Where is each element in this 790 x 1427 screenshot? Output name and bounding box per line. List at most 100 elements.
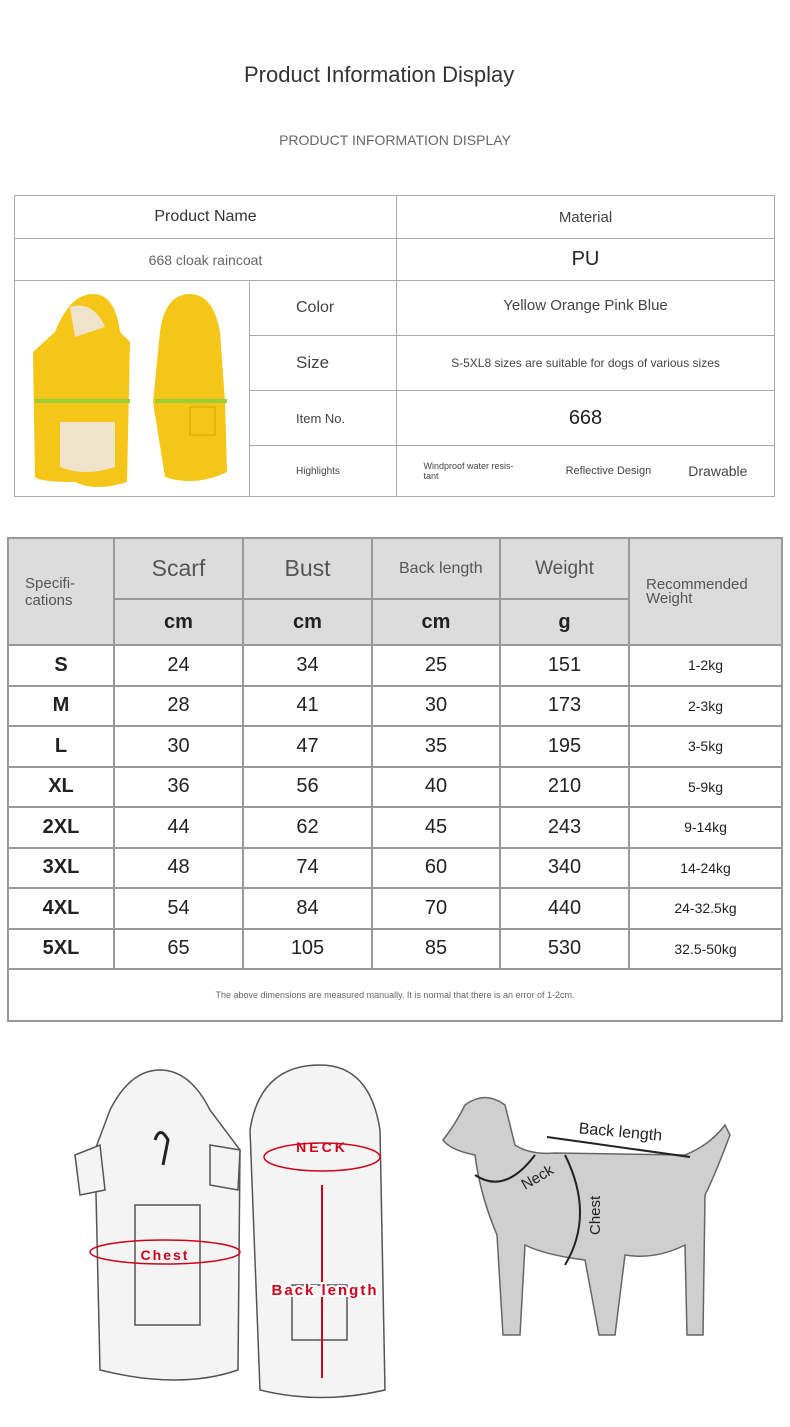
size-label: S <box>7 644 115 687</box>
coat-chest-label: Chest <box>141 1247 190 1263</box>
material-label: Material <box>396 195 775 239</box>
size-label: M <box>7 684 115 727</box>
weight-value: 210 <box>499 765 630 808</box>
bust-value: 62 <box>242 806 373 849</box>
weight-value: 151 <box>499 644 630 687</box>
scarf-value: 65 <box>113 927 244 970</box>
header-spec: Specifi-cations <box>7 537 115 646</box>
size-label: Size <box>249 335 397 391</box>
bust-value: 47 <box>242 725 373 768</box>
size-label: 2XL <box>7 806 115 849</box>
header-bust: Bust <box>242 537 373 600</box>
size-row: L 30 47 35 195 3-5kg <box>7 725 783 768</box>
size-label: L <box>7 725 115 768</box>
bust-value: 34 <box>242 644 373 687</box>
size-value: S-5XL8 sizes are suitable for dogs of va… <box>396 335 775 391</box>
coat-neck-label: NECK <box>296 1139 348 1155</box>
item-label: Item No. <box>249 390 397 446</box>
unit-bust: cm <box>242 598 373 646</box>
product-image <box>14 280 250 497</box>
scarf-value: 30 <box>113 725 244 768</box>
dog-back-arrow <box>546 1136 691 1158</box>
measurement-note: The above dimensions are measured manual… <box>7 968 783 1022</box>
size-label: 4XL <box>7 887 115 930</box>
weight-value: 195 <box>499 725 630 768</box>
weight-value: 173 <box>499 684 630 727</box>
back-length-value: 25 <box>371 644 501 687</box>
dog-chest-label: Chest <box>587 1195 604 1235</box>
size-row: 3XL 48 74 60 340 14-24kg <box>7 846 783 889</box>
header-back-length: Back length <box>371 537 501 600</box>
bust-value: 84 <box>242 887 373 930</box>
dog-measurement-diagram: Back length Neck Chest <box>442 1096 731 1336</box>
neck-loop <box>263 1142 381 1172</box>
size-row: 4XL 54 84 70 440 24-32.5kg <box>7 887 783 930</box>
drawstring-icon <box>153 1131 170 1166</box>
page-title: Product Information Display <box>244 62 515 87</box>
raincoat-image <box>33 294 227 487</box>
back-length-value: 30 <box>371 684 501 727</box>
scarf-value: 28 <box>113 684 244 727</box>
highlights-value: Windproof water resis-tant Reflective De… <box>396 445 775 497</box>
size-row: XL 36 56 40 210 5-9kg <box>7 765 783 808</box>
recommended-weight-value: 32.5-50kg <box>628 927 783 970</box>
size-label: 5XL <box>7 927 115 970</box>
highlight-1: Windproof water resis-tant <box>423 461 514 481</box>
highlight-2: Reflective Design <box>565 465 652 477</box>
item-value: 668 <box>396 390 775 446</box>
weight-value: 440 <box>499 887 630 930</box>
recommended-weight-value: 24-32.5kg <box>628 887 783 930</box>
bust-value: 105 <box>242 927 373 970</box>
recommended-weight-value: 2-3kg <box>628 684 783 727</box>
size-row: M 28 41 30 173 2-3kg <box>7 684 783 727</box>
coat-back-length-label: Back length <box>271 1282 378 1299</box>
highlights-label: Highlights <box>249 445 397 497</box>
scarf-value: 44 <box>113 806 244 849</box>
highlight-3: Drawable <box>688 463 748 479</box>
back-length-value: 70 <box>371 887 501 930</box>
coat-back-outline <box>249 1064 386 1399</box>
weight-value: 340 <box>499 846 630 889</box>
back-length-value: 85 <box>371 927 501 970</box>
product-info-table: Product Name Material 668 cloak raincoat P… <box>14 195 775 497</box>
scarf-value: 24 <box>113 644 244 687</box>
chest-loop <box>89 1239 241 1265</box>
scarf-value: 48 <box>113 846 244 889</box>
coat-front-outline <box>94 1069 241 1381</box>
color-value: Yellow Orange Pink Blue <box>396 280 775 336</box>
recommended-weight-value: 14-24kg <box>628 846 783 889</box>
back-length-value: 40 <box>371 765 501 808</box>
dog-silhouette <box>442 1096 731 1336</box>
material-value: PU <box>396 238 775 281</box>
scarf-value: 36 <box>113 765 244 808</box>
header-scarf: Scarf <box>113 537 244 600</box>
back-length-value: 35 <box>371 725 501 768</box>
size-row: 5XL 65 105 85 530 32.5-50kg <box>7 927 783 970</box>
recommended-weight-value: 5-9kg <box>628 765 783 808</box>
weight-value: 530 <box>499 927 630 970</box>
product-name-value: 668 cloak raincoat <box>14 238 397 281</box>
back-length-value: 60 <box>371 846 501 889</box>
bust-value: 41 <box>242 684 373 727</box>
page-subtitle: PRODUCT INFORMATION DISPLAY <box>279 132 511 148</box>
size-table: Specifi-cations Scarf Bust Back length W… <box>7 537 783 1022</box>
bust-value: 74 <box>242 846 373 889</box>
recommended-weight-value: 1-2kg <box>628 644 783 687</box>
unit-weight: g <box>499 598 630 646</box>
header-weight: Weight <box>499 537 630 600</box>
size-row: S 24 34 25 151 1-2kg <box>7 644 783 687</box>
color-label: Color <box>249 280 397 336</box>
unit-scarf: cm <box>113 598 244 646</box>
raincoat-measurement-diagram: Chest NECK Back length <box>74 1064 386 1399</box>
recommended-weight-value: 3-5kg <box>628 725 783 768</box>
header-recommended-weight: Recommended Weight <box>628 537 783 646</box>
scarf-value: 54 <box>113 887 244 930</box>
size-row: 2XL 44 62 45 243 9-14kg <box>7 806 783 849</box>
size-label: 3XL <box>7 846 115 889</box>
weight-value: 243 <box>499 806 630 849</box>
dog-back-length-label: Back length <box>578 1120 663 1144</box>
unit-back: cm <box>371 598 501 646</box>
recommended-weight-value: 9-14kg <box>628 806 783 849</box>
back-length-value: 45 <box>371 806 501 849</box>
bust-value: 56 <box>242 765 373 808</box>
